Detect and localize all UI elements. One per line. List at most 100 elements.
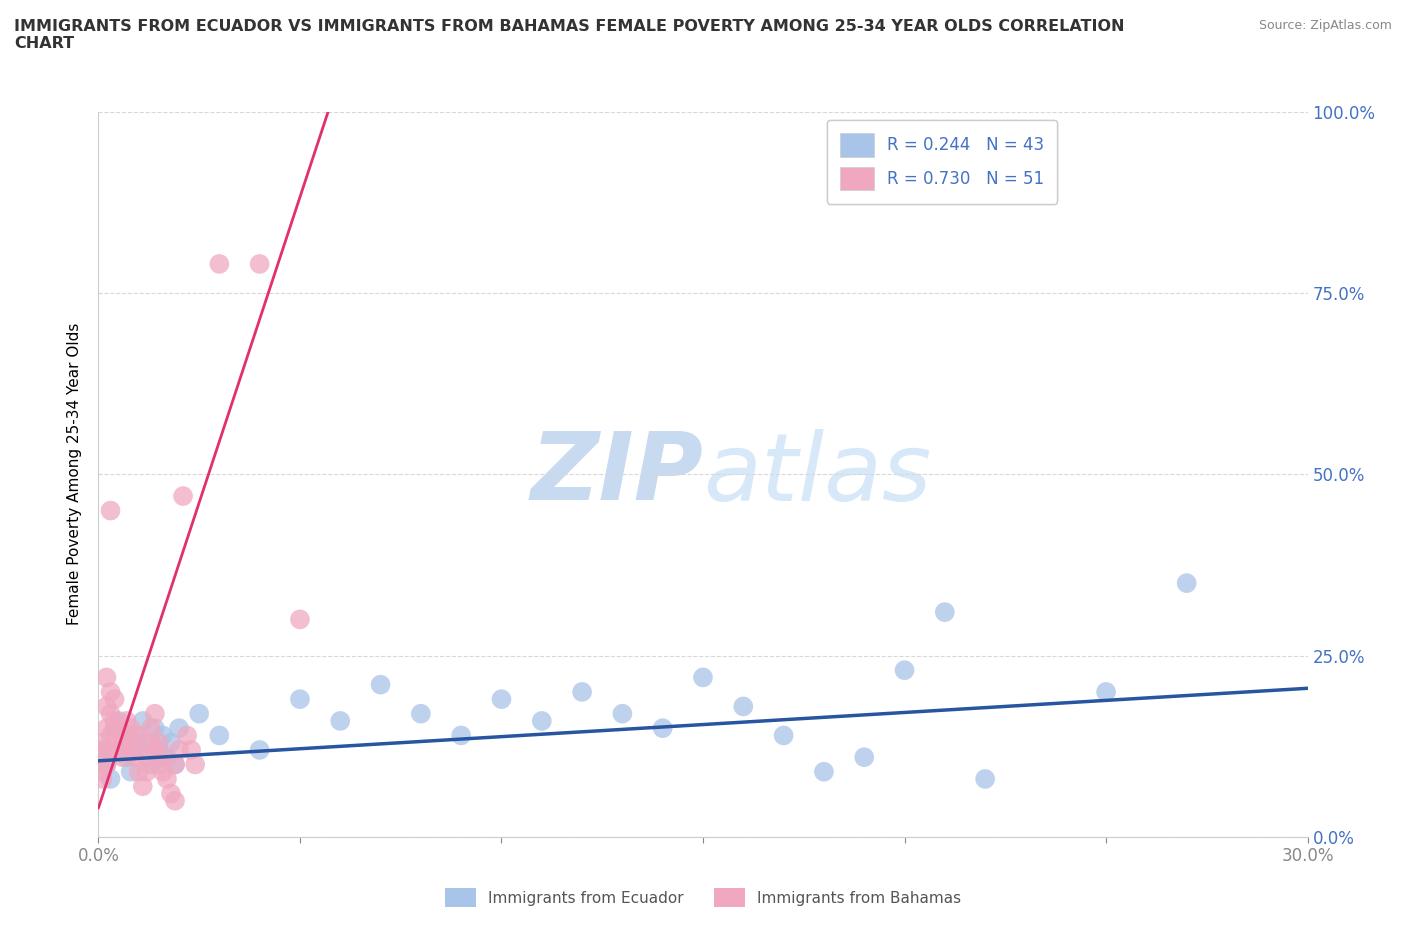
Point xyxy=(491,692,513,707)
Point xyxy=(370,677,392,692)
Point xyxy=(100,684,122,699)
Point xyxy=(120,742,142,757)
Point xyxy=(91,742,114,757)
Text: ZIP: ZIP xyxy=(530,429,703,520)
Point xyxy=(103,736,125,751)
Point xyxy=(111,736,134,751)
Point xyxy=(100,772,122,787)
Point xyxy=(893,663,915,678)
Point xyxy=(103,692,125,707)
Point xyxy=(249,257,271,272)
Point xyxy=(184,757,207,772)
Point xyxy=(651,721,673,736)
Point xyxy=(124,728,146,743)
Point xyxy=(143,721,166,736)
Point xyxy=(111,728,134,743)
Point xyxy=(249,742,271,757)
Point xyxy=(124,750,146,764)
Point xyxy=(612,706,634,721)
Point xyxy=(143,706,166,721)
Text: Source: ZipAtlas.com: Source: ZipAtlas.com xyxy=(1258,19,1392,32)
Point xyxy=(107,713,129,728)
Point xyxy=(96,721,118,736)
Point xyxy=(772,728,794,743)
Point xyxy=(96,742,118,757)
Point xyxy=(91,750,114,764)
Point xyxy=(409,706,432,721)
Point xyxy=(530,713,553,728)
Point xyxy=(167,742,190,757)
Point xyxy=(135,764,157,779)
Point xyxy=(1175,576,1198,591)
Point xyxy=(96,757,118,772)
Point xyxy=(163,793,186,808)
Point xyxy=(132,713,155,728)
Point xyxy=(100,706,122,721)
Point xyxy=(188,706,211,721)
Point xyxy=(974,772,997,787)
Text: atlas: atlas xyxy=(703,429,931,520)
Point xyxy=(96,670,118,684)
Point xyxy=(107,721,129,736)
Point xyxy=(156,750,179,764)
Point xyxy=(853,750,876,764)
Point xyxy=(180,742,202,757)
Point xyxy=(139,736,162,751)
Point xyxy=(156,772,179,787)
Point xyxy=(128,728,150,743)
Point xyxy=(288,612,311,627)
Point xyxy=(176,728,198,743)
Point xyxy=(152,728,174,743)
Point xyxy=(128,764,150,779)
Point xyxy=(139,721,162,736)
Point xyxy=(692,670,714,684)
Point xyxy=(160,786,183,801)
Point xyxy=(148,736,170,751)
Point xyxy=(288,692,311,707)
Point xyxy=(91,736,114,751)
Point xyxy=(152,764,174,779)
Point xyxy=(91,772,114,787)
Point xyxy=(91,764,114,779)
Point xyxy=(148,742,170,757)
Point xyxy=(139,757,162,772)
Point xyxy=(163,757,186,772)
Point xyxy=(160,736,183,751)
Point xyxy=(111,750,134,764)
Point xyxy=(120,764,142,779)
Point xyxy=(100,728,122,743)
Point xyxy=(96,757,118,772)
Point xyxy=(115,750,138,764)
Point xyxy=(329,713,352,728)
Point xyxy=(208,257,231,272)
Point xyxy=(115,713,138,728)
Point xyxy=(128,742,150,757)
Y-axis label: Female Poverty Among 25-34 Year Olds: Female Poverty Among 25-34 Year Olds xyxy=(67,323,83,626)
Text: IMMIGRANTS FROM ECUADOR VS IMMIGRANTS FROM BAHAMAS FEMALE POVERTY AMONG 25-34 YE: IMMIGRANTS FROM ECUADOR VS IMMIGRANTS FR… xyxy=(14,19,1125,51)
Point xyxy=(115,736,138,751)
Point xyxy=(934,604,956,619)
Point xyxy=(167,721,190,736)
Point xyxy=(96,699,118,714)
Point xyxy=(733,699,755,714)
Point xyxy=(148,757,170,772)
Point xyxy=(163,757,186,772)
Legend: Immigrants from Ecuador, Immigrants from Bahamas: Immigrants from Ecuador, Immigrants from… xyxy=(439,883,967,913)
Point xyxy=(450,728,472,743)
Point xyxy=(135,750,157,764)
Point xyxy=(103,713,125,728)
Point xyxy=(813,764,835,779)
Point xyxy=(120,721,142,736)
Point xyxy=(172,488,194,503)
Point xyxy=(103,721,125,736)
Legend: R = 0.244   N = 43, R = 0.730   N = 51: R = 0.244 N = 43, R = 0.730 N = 51 xyxy=(827,120,1057,204)
Point xyxy=(124,736,146,751)
Point xyxy=(107,742,129,757)
Point xyxy=(571,684,593,699)
Point xyxy=(143,742,166,757)
Point xyxy=(208,728,231,743)
Point xyxy=(100,503,122,518)
Point xyxy=(135,736,157,751)
Point xyxy=(132,778,155,793)
Point xyxy=(152,750,174,764)
